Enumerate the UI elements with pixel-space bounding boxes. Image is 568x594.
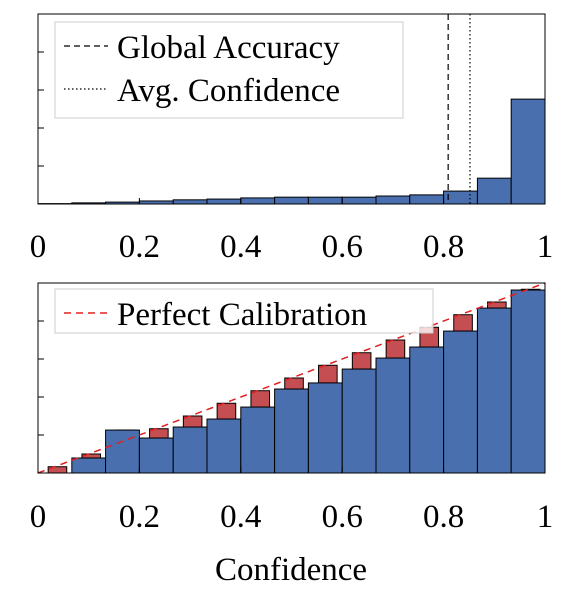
reference-line bbox=[37, 282, 546, 474]
x-tick-label: 0.6 bbox=[322, 229, 363, 265]
legend-label: Global Accuracy bbox=[117, 30, 340, 66]
x-tick-label: 0.2 bbox=[119, 229, 160, 265]
bar bbox=[341, 368, 377, 474]
bar bbox=[138, 437, 174, 474]
bar bbox=[476, 307, 512, 474]
x-tick-label: 0.2 bbox=[119, 499, 160, 535]
x-tick-label: 0.4 bbox=[220, 229, 261, 265]
axes-frame bbox=[37, 282, 546, 474]
bar bbox=[172, 199, 208, 205]
bar bbox=[274, 196, 309, 205]
bar bbox=[476, 177, 512, 205]
bar bbox=[206, 198, 242, 205]
x-tick-label: 0 bbox=[30, 499, 47, 535]
x-tick-label: 0.8 bbox=[423, 499, 464, 535]
bar bbox=[172, 426, 208, 474]
x-tick-label: 0 bbox=[30, 229, 47, 265]
gap-bar bbox=[216, 402, 237, 420]
bar bbox=[375, 195, 411, 205]
axes-frame bbox=[37, 13, 546, 205]
bar bbox=[307, 382, 343, 474]
x-tick-label: 0.8 bbox=[423, 229, 464, 265]
bar bbox=[510, 98, 546, 205]
legend-box bbox=[54, 288, 434, 334]
gap-bar bbox=[385, 339, 406, 359]
bar bbox=[206, 418, 242, 474]
bar bbox=[240, 406, 276, 474]
legend-label: Avg. Confidence bbox=[117, 73, 340, 109]
bar bbox=[375, 357, 411, 474]
gap-bar bbox=[351, 352, 372, 370]
bar bbox=[240, 197, 276, 205]
x-tick-label: 0.4 bbox=[220, 499, 261, 535]
x-tick-label: 1 bbox=[537, 229, 554, 265]
gap-bar bbox=[453, 314, 473, 332]
x-axis-label: Confidence bbox=[215, 552, 367, 588]
gap-bar bbox=[318, 364, 338, 384]
bar bbox=[274, 388, 309, 474]
legend-box bbox=[54, 21, 404, 119]
x-tick-label: 1 bbox=[537, 499, 554, 535]
bar bbox=[105, 429, 140, 474]
bar bbox=[341, 196, 377, 205]
legend-label: Perfect Calibration bbox=[117, 297, 367, 333]
bar bbox=[71, 457, 107, 474]
bar bbox=[307, 196, 343, 205]
bar bbox=[510, 289, 546, 474]
x-tick-label: 0.6 bbox=[322, 499, 363, 535]
bar bbox=[443, 330, 478, 474]
bar bbox=[409, 346, 445, 474]
bar bbox=[409, 194, 445, 205]
gap-bar bbox=[250, 390, 271, 408]
